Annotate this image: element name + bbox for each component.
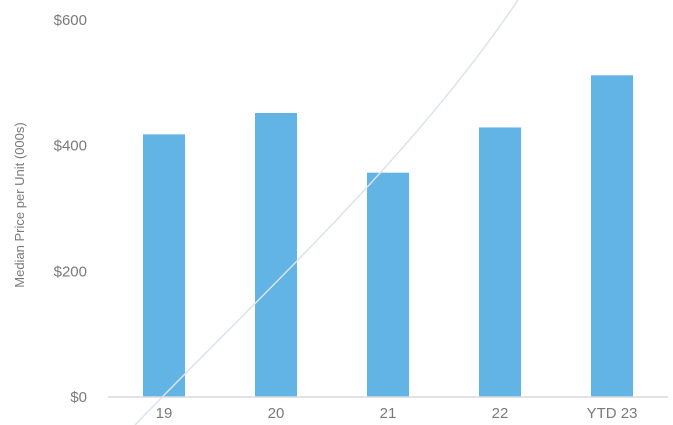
x-tick-label: 19 — [156, 405, 173, 422]
y-tick-label: $600 — [54, 12, 87, 29]
x-axis-ticks: 19 20 21 22 YTD 23 — [156, 405, 638, 422]
y-axis-title: Median Price per Unit (000s) — [12, 122, 27, 287]
trend-curve — [134, 0, 519, 425]
y-tick-label: $400 — [54, 138, 87, 155]
bars-group — [143, 75, 633, 397]
bar — [255, 112, 297, 397]
bar — [367, 172, 409, 397]
bar — [143, 134, 185, 397]
bar — [591, 75, 633, 397]
y-axis-ticks: $0 $200 $400 $600 — [54, 12, 87, 406]
x-tick-label: 21 — [380, 405, 397, 422]
y-tick-label: $200 — [54, 263, 87, 280]
x-tick-label: 20 — [268, 405, 285, 422]
x-tick-label: 22 — [492, 405, 509, 422]
bar — [479, 127, 521, 397]
x-tick-label: YTD 23 — [587, 405, 638, 422]
y-tick-label: $0 — [70, 389, 87, 406]
